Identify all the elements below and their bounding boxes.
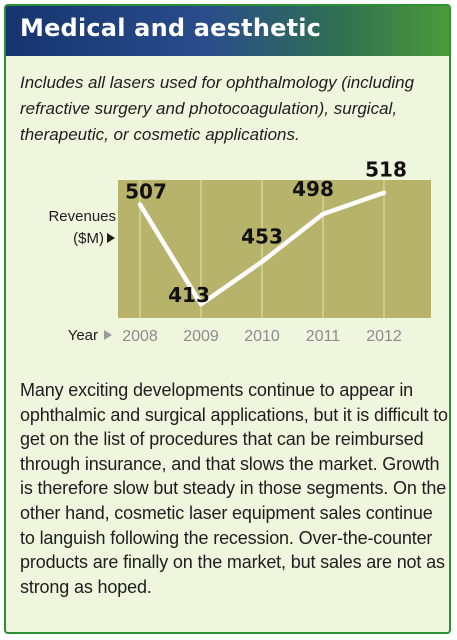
card-header: Medical and aesthetic xyxy=(6,6,449,56)
x-tick-label: 2011 xyxy=(306,328,341,345)
card-title: Medical and aesthetic xyxy=(20,14,322,42)
card-description: Includes all lasers used for ophthalmolo… xyxy=(20,73,415,144)
info-card: Medical and aesthetic Includes all laser… xyxy=(4,4,451,634)
plot-area xyxy=(118,180,431,318)
body-paragraph: Many exciting developments continue to a… xyxy=(20,380,448,597)
data-label: 413 xyxy=(168,283,210,307)
y-axis-label-line2: ($M) xyxy=(73,230,104,247)
data-label: 453 xyxy=(241,225,283,249)
revenue-line xyxy=(137,190,387,307)
data-label: 507 xyxy=(125,179,167,203)
data-label: 498 xyxy=(292,177,334,201)
y-axis-arrow-icon xyxy=(107,233,115,243)
y-axis-label-line1: Revenues xyxy=(48,208,116,225)
data-label: 518 xyxy=(365,158,407,182)
x-tick-label: 2010 xyxy=(244,328,280,345)
x-tick-label: 2008 xyxy=(122,328,158,345)
x-axis-label: Year xyxy=(68,327,98,344)
x-tick-label: 2012 xyxy=(366,328,402,345)
x-tick-label: 2009 xyxy=(183,328,219,345)
x-axis-arrow-icon xyxy=(104,330,112,340)
